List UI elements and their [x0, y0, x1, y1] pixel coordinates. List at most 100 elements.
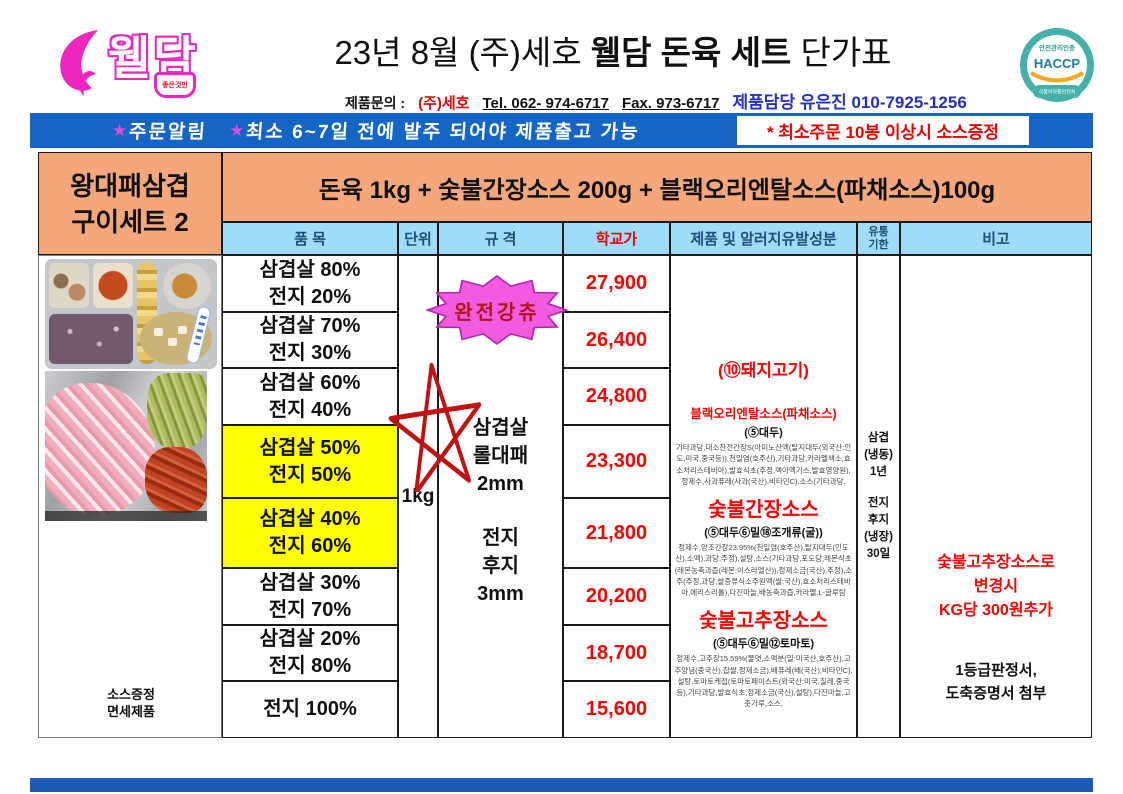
column-header-remark: 비고	[900, 222, 1092, 255]
rolled-pork-slices	[45, 383, 155, 515]
title-bold: 웰담 돈육 세트	[590, 34, 792, 71]
item-line1: 삼겹살 70%	[259, 315, 361, 337]
star-icon: ★	[229, 120, 245, 140]
item-line2: 전지 20%	[268, 285, 352, 308]
price-row-8: 15,600	[563, 681, 670, 738]
allergen-cell: (⑩돼지고기) 블랙오리엔탈소스(파채소스) (⑤대두) 기타과당,대소찬전간장…	[670, 255, 857, 738]
item-line2: 전지 60%	[268, 535, 352, 557]
column-header-shelf-life: 유통 기한	[857, 222, 900, 255]
set-name-line1: 왕대패삼겹	[70, 170, 190, 201]
shelf-life-cell: 삼겹 (냉동) 1년 전지 후지 (냉장) 30일	[857, 255, 900, 738]
title-prefix: 23년 8월 (주)세호	[334, 34, 591, 71]
shelf-line: 전지	[867, 497, 890, 509]
shelf-header-line1: 유통	[868, 225, 889, 238]
starburst-label: 완전강츄	[454, 301, 540, 324]
item-line1: 삼겹살 80%	[259, 258, 361, 281]
set-name-cell: 왕대패삼겹 구이세트 2	[38, 152, 222, 255]
item-line1: 삼겹살 30%	[259, 571, 361, 594]
haccp-certification-badge: 안전관리인증 HACCP 식품의약품안전처	[1020, 28, 1094, 102]
tray-side-dish-2	[93, 263, 133, 308]
sauce2-allergen-code: (⑤대두⑥밀⑱조개류(굴))	[704, 527, 823, 539]
set-composition-cell: 돈육 1kg + 숯불간장소스 200g + 블랙오리엔탈소스(파채소스)100…	[222, 152, 1092, 222]
price-row-2: 26,400	[563, 312, 670, 368]
page-title: 23년 8월 (주)세호 웰담 돈육 세트 단가표	[218, 26, 1008, 74]
price-row-5: 21,800	[563, 498, 670, 568]
item-row-8: 전지 100%	[222, 681, 398, 738]
hand-drawn-star-mark	[388, 362, 482, 492]
contact-line: 제품문의 : (주)세호 Tel. 062- 974-6717 Fax. 973…	[345, 88, 967, 113]
shelf-line: 후지	[867, 514, 890, 526]
kimchi	[145, 447, 207, 513]
remark-red-line: 숯불고추장소스로	[937, 554, 1055, 571]
sauce1-allergen-code: (⑤대두)	[744, 427, 783, 439]
platter-shadow	[45, 511, 207, 521]
tofu-piece	[154, 328, 163, 336]
notice-item1: 주문알림	[128, 122, 208, 143]
spec-thickness: 3mm	[477, 583, 524, 605]
contact-fax: Fax. 973-6717	[621, 95, 720, 112]
shelf-line: 삼겹	[867, 432, 890, 444]
column-header-item: 품 목	[222, 222, 398, 255]
shelf-line: (냉동)	[864, 449, 893, 461]
order-notice-text: ★ 주문알림 ★ 최소 6~7일 전에 발주 되어야 제품출고 가능	[112, 113, 641, 148]
remark-cell: 숯불고추장소스로 변경시 KG당 300원추가 1등급판정서, 도축증명서 첨부	[900, 255, 1092, 738]
logo-heart-icon	[60, 30, 98, 96]
tofu-piece	[178, 326, 187, 334]
item-line1: 삼겹살 40%	[259, 508, 361, 530]
column-header-unit: 단위	[398, 222, 438, 255]
notice-segment-1: ★ 주문알림	[112, 117, 208, 144]
item-line1: 삼겹살 20%	[259, 628, 361, 650]
sauce2-ingredients: 정제수,양조간장23.95%(천일염(호주산),탈지대두(인도산),소맥),과당…	[674, 543, 853, 597]
starburst-shape	[424, 275, 570, 345]
tofu-piece	[168, 338, 177, 346]
sauce-gift-note: 소스증정	[107, 687, 155, 702]
sauce-change-note: 숯불고추장소스로 변경시 KG당 300원추가	[937, 551, 1055, 623]
haccp-top-text: 안전관리인증	[1039, 43, 1075, 52]
sauce1-ingredients: 기타과당,대소찬전간장S(아미노산액(탈지대두(외국산:인도,미국,중국등)),…	[675, 443, 852, 486]
shelf-line: 1년	[870, 466, 887, 478]
sauce1-name: 블랙오리엔탈소스(파채소스)	[690, 407, 837, 421]
thermometer	[185, 305, 212, 365]
remark-black-line: 도축증명서 첨부	[945, 685, 1047, 702]
item-row-1: 삼겹살 80% 전지 20%	[222, 255, 398, 312]
shelf-line: 30일	[866, 548, 891, 560]
price-row-3: 24,800	[563, 368, 670, 425]
item-line2: 전지 50%	[268, 463, 352, 486]
item-line1: 삼겹살 50%	[259, 436, 361, 459]
item-line2: 전지 70%	[268, 598, 352, 621]
tray-purple-rice	[49, 314, 133, 364]
item-row-2: 삼겹살 70% 전지 30%	[222, 312, 398, 368]
shelf-header-line2: 기한	[868, 238, 889, 251]
price-row-1: 27,900	[563, 255, 670, 312]
pork-allergen-label: (⑩돼지고기)	[718, 361, 809, 380]
haccp-bottom-text: 식품의약품안전처	[1039, 89, 1076, 96]
tax-free-note: 소스증정 면세제품	[39, 686, 223, 720]
unit-cell: 1kg	[398, 255, 438, 738]
contact-manager: 제품담당 유은진 010-7925-1256	[732, 93, 967, 112]
recommendation-starburst: 완전강츄	[424, 275, 570, 345]
order-notice-bar: ★ 주문알림 ★ 최소 6~7일 전에 발주 되어야 제품출고 가능 * 최소주…	[30, 113, 1093, 148]
spec-line: 후지	[482, 555, 519, 577]
promo-text: * 최소주문 10봉 이상시 소스증정	[766, 123, 1000, 142]
item-row-6: 삼겹살 30% 전지 70%	[222, 568, 398, 625]
item-row-5-highlighted: 삼겹살 40% 전지 60%	[222, 498, 398, 568]
item-line2: 전지 30%	[268, 342, 352, 364]
tray-soup-bowl	[140, 305, 212, 365]
contact-label: 제품문의 :	[345, 95, 406, 111]
price-row-4: 23,300	[563, 425, 670, 498]
price-row-7: 18,700	[563, 625, 670, 681]
sauce3-allergen-code: (⑤대두⑥밀⑫토마토)	[712, 638, 815, 651]
sauce3-name: 숯불고추장소스	[699, 610, 828, 633]
shelf-line: (냉장)	[864, 531, 893, 543]
spec-line: 롤대패	[472, 445, 529, 467]
item-row-3: 삼겹살 60% 전지 40%	[222, 368, 398, 425]
remark-black-line: 1등급판정서,	[955, 662, 1037, 679]
tray-side-dish-1	[49, 263, 89, 308]
item-row-7: 삼겹살 20% 전지 80%	[222, 625, 398, 681]
logo-tagline: 좋은것만	[162, 82, 188, 89]
contact-tel: Tel. 062- 974-6717	[482, 95, 609, 112]
remark-red-line: KG당 300원추가	[938, 602, 1053, 619]
price-row-6: 20,200	[563, 568, 670, 625]
item-line2: 전지 40%	[268, 398, 352, 421]
bean-sprouts	[147, 373, 207, 449]
